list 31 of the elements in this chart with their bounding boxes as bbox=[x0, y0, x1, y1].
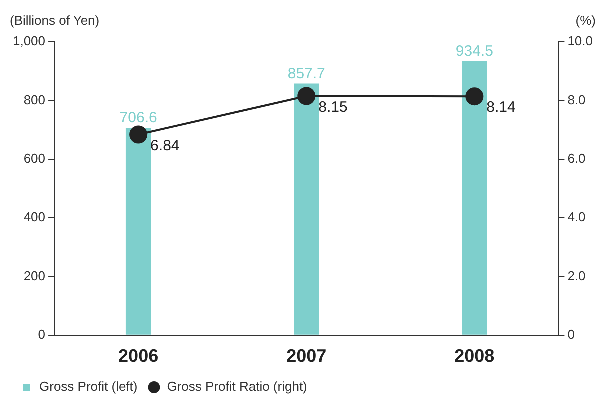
y2-tick-label: 6.0 bbox=[568, 150, 586, 166]
y2-axis-title: (%) bbox=[576, 13, 596, 28]
legend-label: Gross Profit Ratio (right) bbox=[167, 379, 308, 394]
x-tick-label: 2008 bbox=[454, 346, 495, 366]
data-label: 8.15 bbox=[318, 98, 348, 116]
y2-tick-label: 8.0 bbox=[568, 92, 586, 108]
y-tick-label: 400 bbox=[24, 210, 46, 225]
y2-tick-label: 4.0 bbox=[568, 210, 586, 225]
y2-tick-label: 0 bbox=[568, 326, 575, 342]
x-tick-label: 2007 bbox=[286, 346, 327, 366]
y-tick-label: 1,000 bbox=[12, 34, 46, 49]
bar bbox=[294, 84, 320, 335]
y-tick-label: 0 bbox=[38, 326, 46, 342]
data-label: 8.14 bbox=[486, 99, 516, 116]
point bbox=[130, 126, 148, 144]
y-axis-title: (Billions of Yen) bbox=[10, 13, 100, 28]
y2-tick-label: 2.0 bbox=[568, 268, 586, 284]
y2-tick-label: 10.0 bbox=[568, 34, 594, 49]
data-label: 706.6 bbox=[120, 110, 158, 127]
data-label: 857.7 bbox=[288, 65, 326, 82]
point bbox=[298, 87, 316, 106]
bar bbox=[126, 128, 152, 335]
legend-label: Gross Profit (left) bbox=[40, 379, 138, 394]
data-label: 6.84 bbox=[150, 137, 180, 154]
x-tick-label: 2006 bbox=[118, 346, 159, 366]
bar bbox=[462, 61, 488, 335]
data-label: 934.5 bbox=[456, 42, 494, 60]
point bbox=[466, 88, 484, 106]
y-tick-label: 600 bbox=[24, 150, 46, 166]
y-tick-label: 800 bbox=[24, 92, 46, 108]
y-tick-label: 200 bbox=[24, 268, 46, 284]
